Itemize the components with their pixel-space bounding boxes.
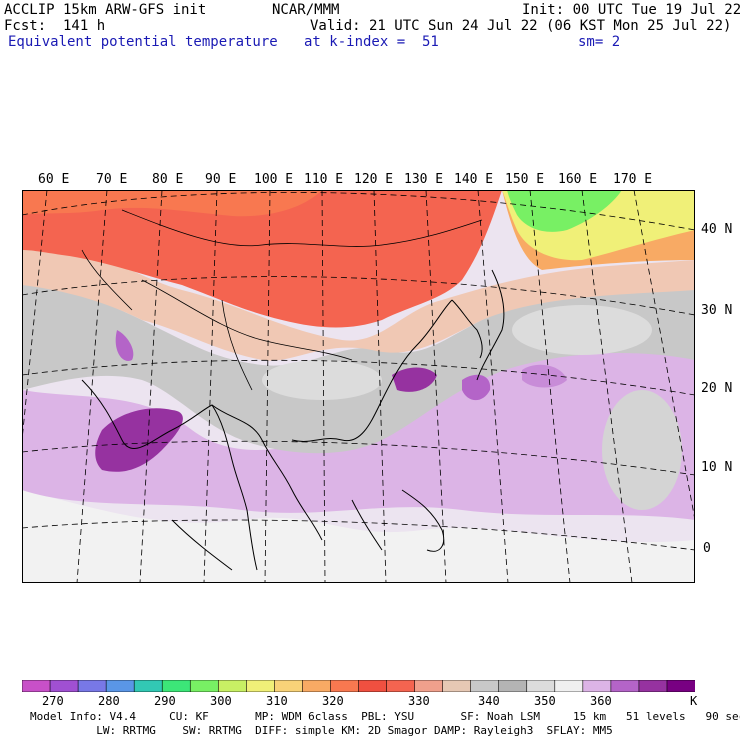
lon-label: 130 E bbox=[404, 172, 444, 187]
field-name: Equivalent potential temperature bbox=[8, 34, 278, 50]
lon-label: 120 E bbox=[354, 172, 394, 187]
colorbar-swatch bbox=[22, 680, 51, 692]
colorbar-tick-label: 300 bbox=[210, 694, 232, 708]
colorbar-swatch bbox=[189, 680, 220, 692]
smoothing-label: sm= 2 bbox=[578, 34, 621, 50]
lon-label: 140 E bbox=[454, 172, 494, 187]
colorbar-swatch bbox=[105, 680, 135, 692]
colorbar-tick-label: 290 bbox=[154, 694, 176, 708]
field-red bbox=[22, 190, 502, 328]
lon-label: 150 E bbox=[505, 172, 545, 187]
colorbar-tick-label: 330 bbox=[408, 694, 430, 708]
colorbar-swatch bbox=[161, 680, 192, 692]
lon-label: 100 E bbox=[254, 172, 294, 187]
lon-label: 80 E bbox=[152, 172, 184, 187]
colorbar-swatch bbox=[554, 680, 584, 692]
field-purple-india bbox=[95, 408, 183, 472]
colorbar bbox=[22, 680, 695, 692]
field-purple-taiwan bbox=[392, 367, 437, 392]
field-peach bbox=[22, 230, 695, 361]
lon-label: 170 E bbox=[613, 172, 653, 187]
colorbar-swatch bbox=[302, 680, 332, 692]
colorbar-swatch bbox=[498, 680, 528, 692]
valid-time: Valid: 21 UTC Sun 24 Jul 22 (06 KST Mon … bbox=[310, 18, 732, 34]
map-frame bbox=[22, 190, 695, 583]
lat-label: 40 N bbox=[701, 222, 733, 237]
lon-label: 90 E bbox=[205, 172, 237, 187]
lat-label: 20 N bbox=[701, 381, 733, 396]
lat-label: 10 N bbox=[701, 460, 733, 475]
lat-label: 0 bbox=[703, 541, 711, 556]
lon-label: 60 E bbox=[38, 172, 70, 187]
colorbar-swatch bbox=[638, 680, 668, 692]
colorbar-swatch bbox=[217, 680, 248, 692]
colorbar-unit: K bbox=[690, 694, 698, 708]
borders bbox=[81, 209, 483, 391]
colorbar-swatch bbox=[49, 680, 79, 692]
model-info-line2: LW: RRTMG SW: RRTMG DIFF: simple KM: 2D … bbox=[30, 724, 613, 737]
colorbar-swatch bbox=[386, 680, 416, 692]
colorbar-swatch bbox=[274, 680, 304, 692]
field-white bbox=[22, 490, 695, 583]
field-light-grey bbox=[602, 390, 682, 510]
field-light-grey bbox=[512, 305, 652, 355]
colorbar-tick-label: 280 bbox=[98, 694, 120, 708]
field-green bbox=[507, 190, 622, 232]
level-label: at k-index = 51 bbox=[304, 34, 439, 50]
colorbar-tick-label: 310 bbox=[266, 694, 288, 708]
colorbar-swatch bbox=[246, 680, 276, 692]
colorbar-swatch bbox=[442, 680, 472, 692]
colorbar-tick-label: 350 bbox=[534, 694, 556, 708]
colorbar-swatch bbox=[610, 680, 640, 692]
model-info-line1: Model Info: V4.4 CU: KF MP: WDM 6class P… bbox=[30, 710, 740, 723]
lon-label: 70 E bbox=[96, 172, 128, 187]
field-purple bbox=[462, 374, 491, 401]
colorbar-tick-label: 320 bbox=[322, 694, 344, 708]
colorbar-tick-label: 360 bbox=[590, 694, 612, 708]
forecast-hour: Fcst: 141 h bbox=[4, 18, 106, 34]
lon-label: 110 E bbox=[304, 172, 344, 187]
colorbar-swatch bbox=[666, 680, 695, 692]
colorbar-swatch bbox=[526, 680, 556, 692]
lon-label: 160 E bbox=[558, 172, 598, 187]
lat-label: 30 N bbox=[701, 303, 733, 318]
colorbar-swatch bbox=[330, 680, 360, 692]
init-time: Init: 00 UTC Tue 19 Jul 22 bbox=[522, 2, 740, 18]
colorbar-swatch bbox=[414, 680, 444, 692]
colorbar-swatch bbox=[358, 680, 388, 692]
colorbar-swatch bbox=[133, 680, 164, 692]
theta-e-map bbox=[22, 190, 695, 583]
run-title: ACCLIP 15km ARW-GFS init bbox=[4, 2, 207, 18]
institution-label: NCAR/MMM bbox=[272, 2, 340, 18]
colorbar-swatch bbox=[582, 680, 612, 692]
field-purple bbox=[115, 330, 134, 361]
colorbar-tick-label: 270 bbox=[42, 694, 64, 708]
field-orange bbox=[22, 190, 322, 217]
colorbar-tick-label: 340 bbox=[478, 694, 500, 708]
graticule bbox=[22, 190, 695, 583]
colorbar-swatch bbox=[470, 680, 500, 692]
coastlines bbox=[81, 269, 505, 571]
colorbar-swatch bbox=[77, 680, 107, 692]
field-purple bbox=[522, 364, 567, 388]
field-light-grey bbox=[262, 360, 382, 400]
